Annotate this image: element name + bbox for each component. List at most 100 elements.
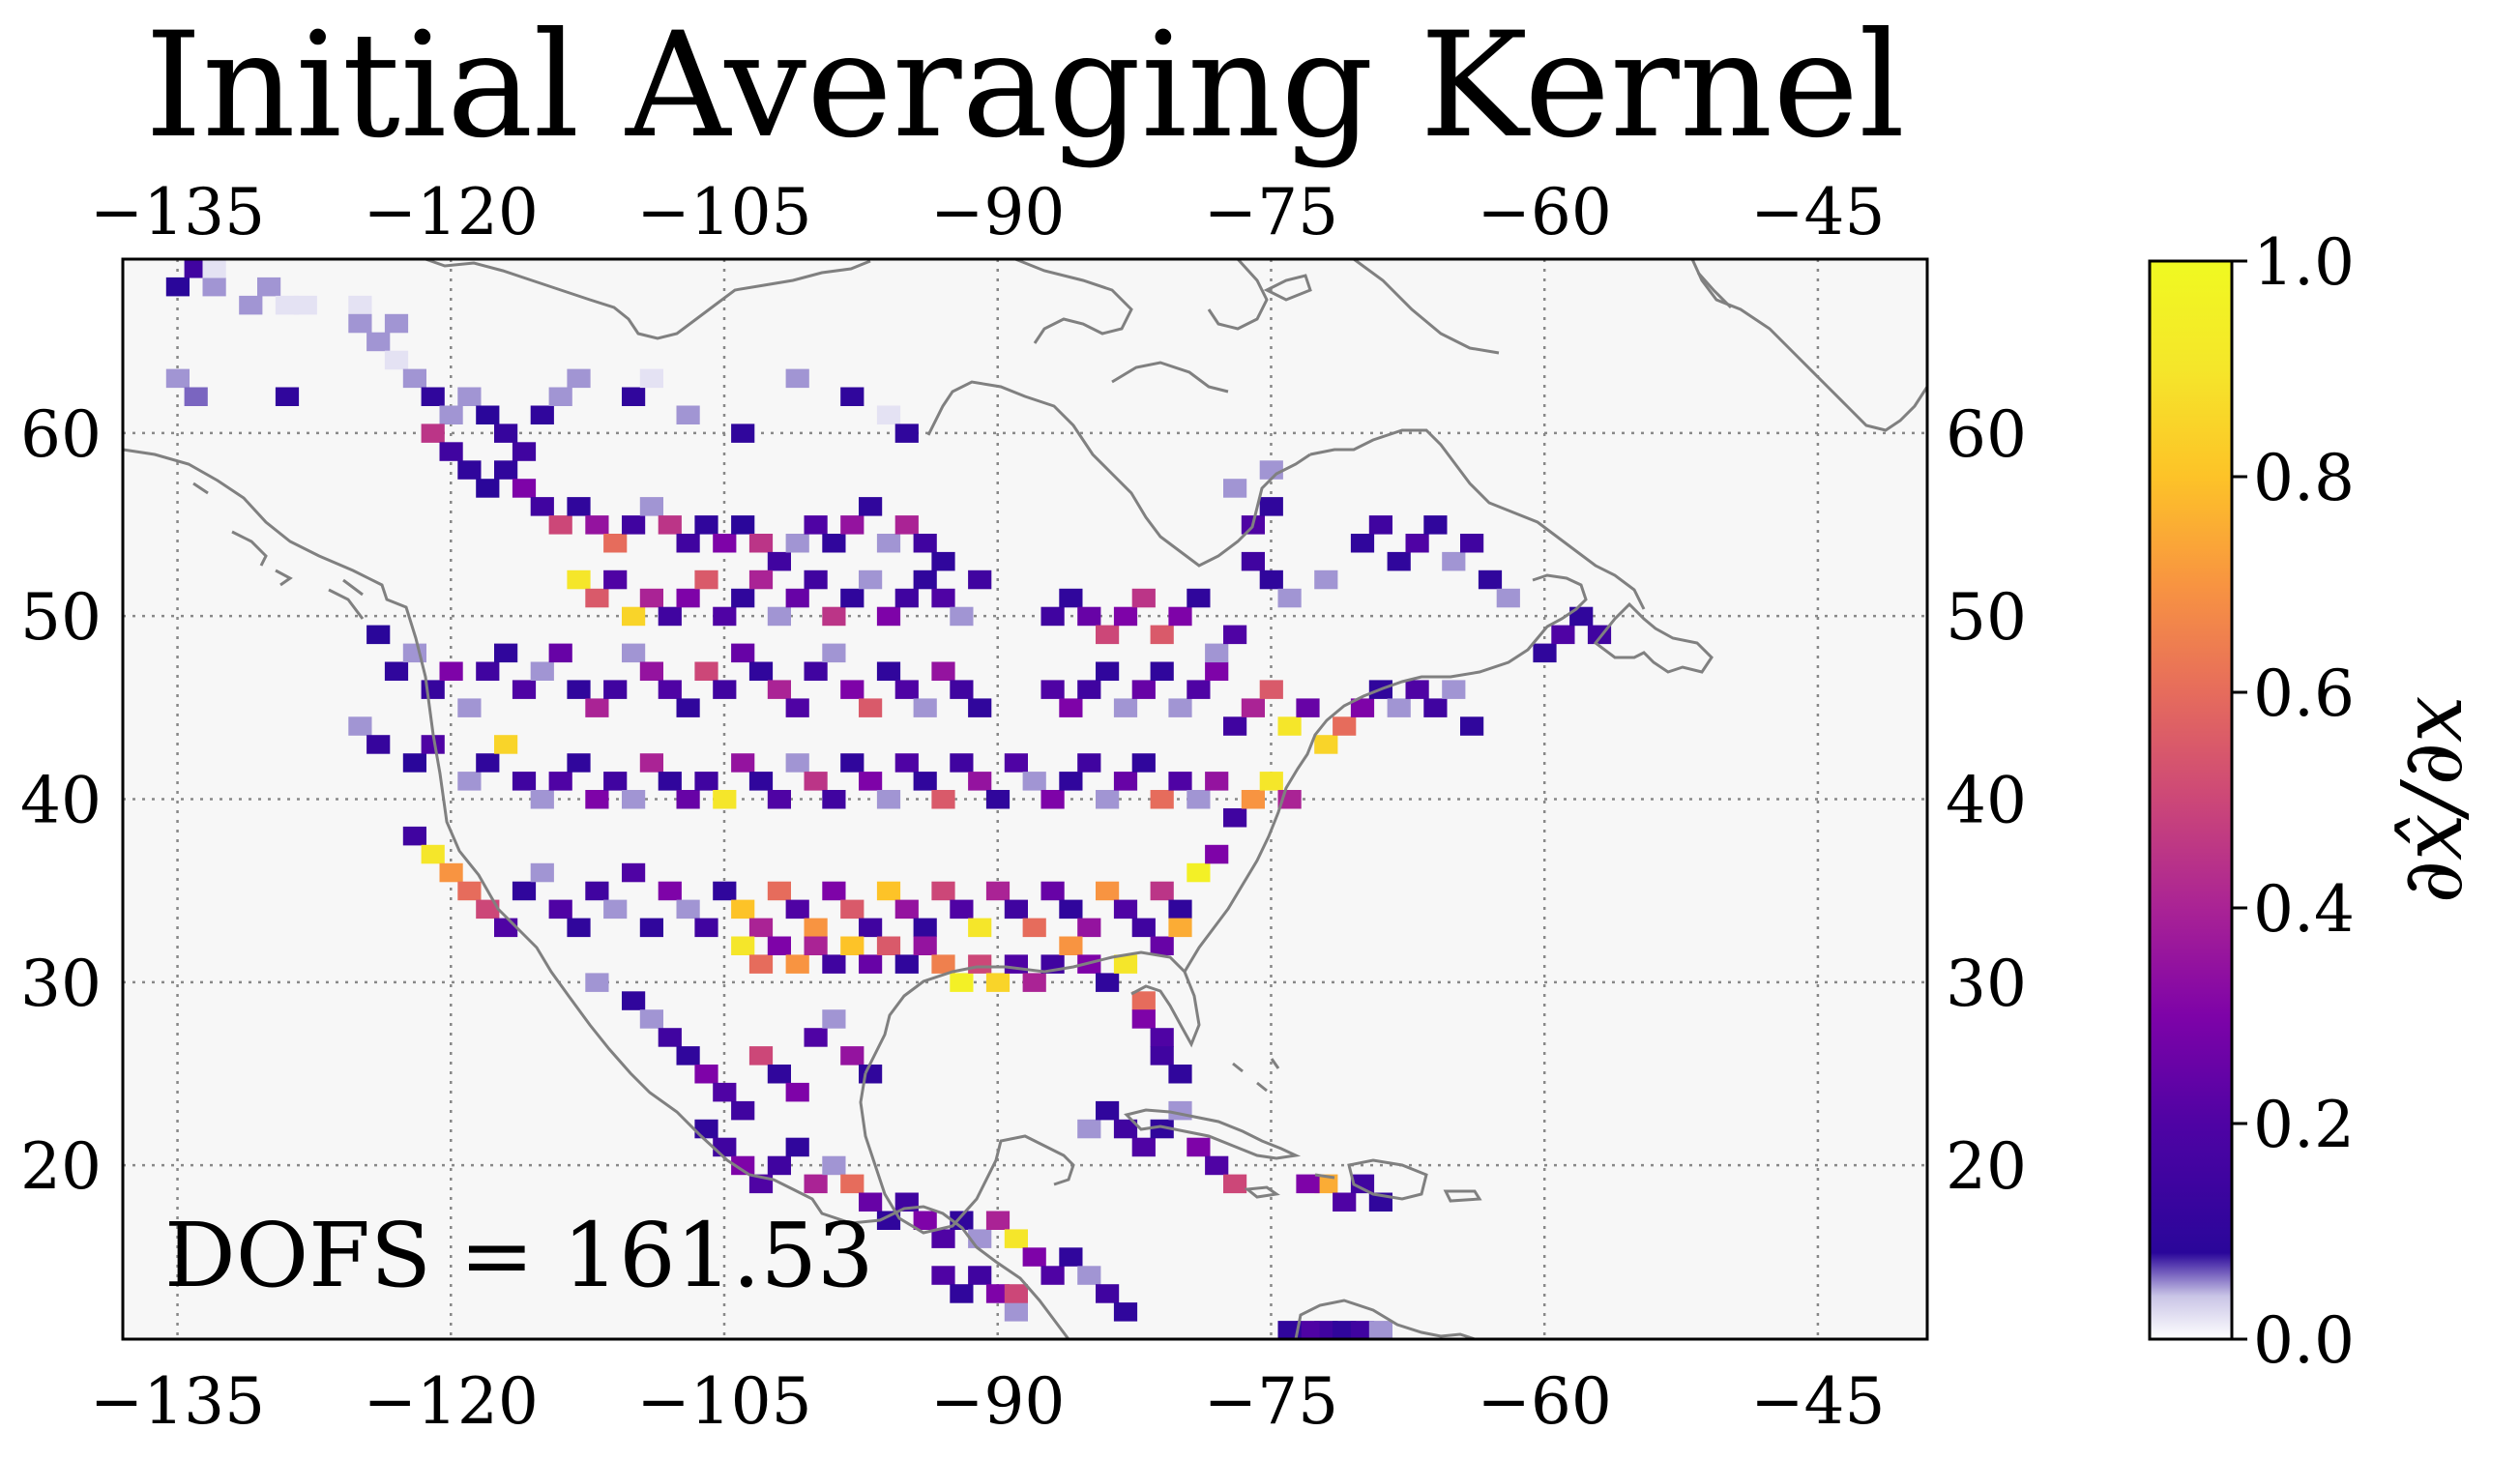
kernel-cell bbox=[585, 790, 609, 809]
kernel-cell bbox=[731, 588, 755, 608]
kernel-cell bbox=[913, 918, 937, 938]
kernel-cell bbox=[859, 569, 883, 590]
kernel-cell bbox=[1096, 881, 1120, 901]
kernel-cell bbox=[804, 1174, 828, 1194]
kernel-cell bbox=[1296, 1174, 1320, 1194]
kernel-cell bbox=[567, 497, 591, 516]
kernel-cell bbox=[1168, 1065, 1192, 1084]
kernel-cell bbox=[1296, 1321, 1320, 1339]
kernel-cell bbox=[950, 973, 974, 992]
kernel-cell bbox=[913, 936, 937, 955]
kernel-cell bbox=[1150, 1028, 1174, 1047]
colorbar-tick-label: 1.0 bbox=[2253, 225, 2355, 300]
kernel-cell bbox=[876, 1211, 901, 1230]
kernel-cell bbox=[950, 1211, 974, 1230]
kernel-cell bbox=[585, 698, 609, 717]
kernel-cell bbox=[366, 332, 391, 352]
kernel-cell bbox=[876, 881, 901, 901]
kernel-cell bbox=[1131, 991, 1156, 1010]
kernel-cell bbox=[1187, 790, 1211, 809]
coastline-north-america bbox=[123, 448, 1070, 1339]
kernel-cell bbox=[439, 661, 463, 681]
kernel-cell bbox=[658, 606, 682, 627]
kernel-cell bbox=[1241, 698, 1265, 717]
kernel-cell bbox=[658, 515, 682, 535]
kernel-cell bbox=[1040, 1266, 1065, 1285]
kernel-cell bbox=[1077, 1119, 1101, 1139]
kernel-cell bbox=[731, 423, 755, 443]
kernel-cell bbox=[1259, 772, 1283, 791]
kernel-cell bbox=[1405, 680, 1429, 699]
kernel-cell bbox=[950, 606, 974, 627]
kernel-cell bbox=[840, 387, 864, 406]
kernel-cell bbox=[876, 606, 901, 627]
kernel-cell bbox=[840, 936, 864, 955]
kernel-cell bbox=[639, 753, 663, 773]
kernel-cell bbox=[494, 423, 518, 443]
kernel-cell bbox=[840, 588, 864, 608]
kernel-cell bbox=[1022, 772, 1046, 791]
x-tick-label-top: −120 bbox=[364, 175, 539, 249]
y-tick-label-right: 40 bbox=[1946, 764, 2027, 838]
kernel-cell bbox=[1387, 698, 1411, 717]
kernel-cell bbox=[1096, 1100, 1120, 1121]
kernel-cell bbox=[1113, 772, 1138, 791]
kernel-cell bbox=[876, 405, 901, 424]
coastline-arctic-islands bbox=[1014, 259, 1500, 394]
kernel-cell bbox=[968, 698, 992, 717]
kernel-cell bbox=[676, 405, 700, 424]
kernel-cell bbox=[1168, 918, 1192, 938]
kernel-cell bbox=[1040, 790, 1065, 809]
kernel-cell bbox=[1150, 790, 1174, 809]
x-tick-label-bottom: −60 bbox=[1478, 1364, 1612, 1439]
kernel-cell bbox=[421, 387, 445, 406]
kernel-cell bbox=[567, 368, 591, 389]
colorbar-ticks: 0.0 0.2 0.4 0.6 0.8 1.0 bbox=[2232, 225, 2355, 1378]
kernel-cell bbox=[1168, 698, 1192, 717]
kernel-cell bbox=[567, 680, 591, 699]
kernel-cell bbox=[1187, 1137, 1211, 1157]
kernel-cell bbox=[1460, 534, 1484, 553]
kernel-cell bbox=[639, 1009, 663, 1029]
kernel-cell bbox=[968, 772, 992, 791]
kernel-cell bbox=[1004, 1284, 1028, 1303]
dofs-annotation: DOFS = 161.53 bbox=[164, 1204, 874, 1307]
kernel-cell bbox=[950, 753, 974, 773]
kernel-cell bbox=[822, 881, 846, 901]
y-tick-label-left: 60 bbox=[20, 397, 102, 472]
kernel-cell bbox=[1022, 918, 1046, 938]
coastline-bahamas bbox=[1232, 1058, 1280, 1093]
kernel-cell bbox=[1350, 698, 1375, 717]
kernel-cell bbox=[476, 753, 500, 773]
kernel-cell bbox=[1131, 753, 1156, 773]
kernel-cell bbox=[859, 772, 883, 791]
kernel-cell bbox=[402, 643, 426, 663]
kernel-cell bbox=[840, 899, 864, 920]
kernel-cell bbox=[713, 1137, 737, 1157]
kernel-cell bbox=[785, 698, 809, 717]
kernel-cell bbox=[585, 973, 609, 992]
kernel-cell bbox=[1333, 1192, 1357, 1212]
coastline-west-islands bbox=[192, 482, 365, 620]
kernel-cell bbox=[968, 1266, 992, 1285]
kernel-cell bbox=[1442, 551, 1466, 571]
kernel-cell bbox=[1496, 588, 1520, 608]
kernel-cell bbox=[1350, 1321, 1375, 1339]
kernel-cells bbox=[165, 259, 1612, 1339]
y-axis-right: 20 30 40 50 60 bbox=[1946, 397, 2027, 1204]
coastline-greenland-2 bbox=[1696, 272, 1733, 309]
kernel-cell bbox=[713, 790, 737, 809]
kernel-cell bbox=[931, 881, 955, 901]
kernel-cell bbox=[1004, 899, 1028, 920]
kernel-cell bbox=[548, 643, 572, 663]
kernel-cell bbox=[767, 680, 791, 699]
kernel-cell bbox=[1350, 534, 1375, 553]
kernel-cell bbox=[840, 1046, 864, 1066]
y-axis-left: 20 30 40 50 60 bbox=[20, 397, 102, 1204]
kernel-cell bbox=[202, 277, 226, 297]
kernel-cell bbox=[804, 936, 828, 955]
kernel-cell bbox=[239, 295, 263, 315]
kernel-cell bbox=[748, 918, 774, 938]
kernel-cell bbox=[748, 1046, 774, 1066]
kernel-cell bbox=[1205, 772, 1229, 791]
